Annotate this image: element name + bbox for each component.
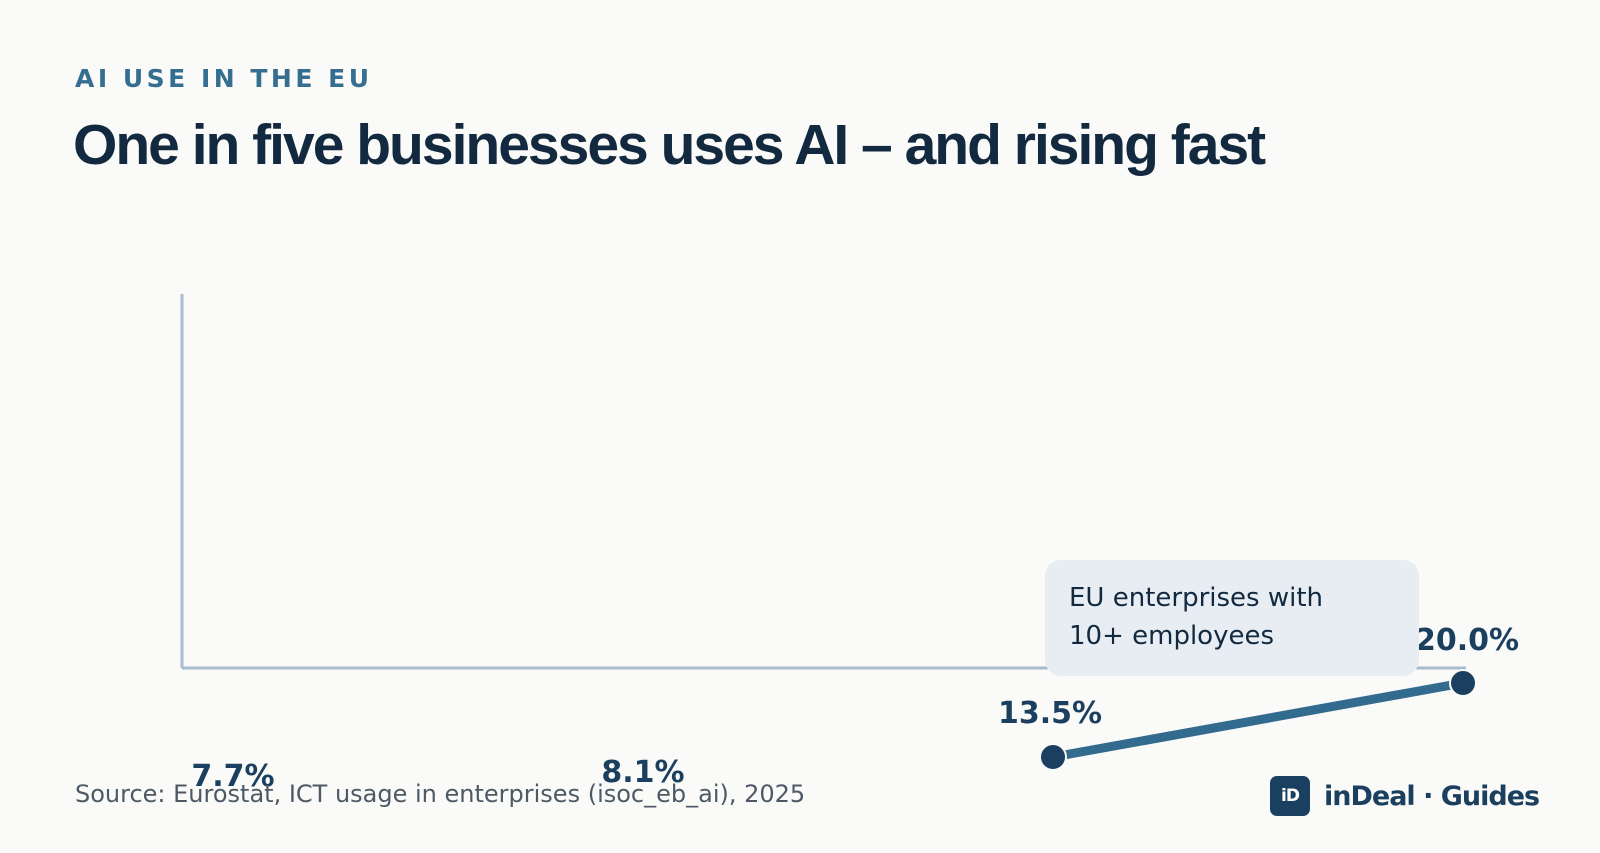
series-line [1048,678,1468,762]
data-label: 7.7% [191,759,274,794]
brand-logo-icon: iD [1270,776,1310,816]
data-point [1039,743,1067,771]
data-label: 8.1% [601,755,684,790]
brand-name: inDeal · Guides [1324,780,1540,812]
callout-line-2: 10+ employees [1069,621,1275,651]
callout-line-1: EU enterprises with [1069,583,1324,613]
brand: iD inDeal · Guides [1270,776,1540,816]
data-label: 13.5% [998,696,1102,731]
data-point [1449,669,1477,697]
data-label: 20.0% [1415,623,1519,658]
series-callout: EU enterprises with 10+ employees [1045,560,1419,676]
source-note: Source: Eurostat, ICT usage in enterpris… [75,780,806,808]
chart-eyebrow: AI USE IN THE EU [75,64,373,93]
series-layer: 7.7% 8.1% 13.5% 20.0% [191,623,1519,794]
chart-title: One in five businesses uses AI – and ris… [73,113,1266,177]
